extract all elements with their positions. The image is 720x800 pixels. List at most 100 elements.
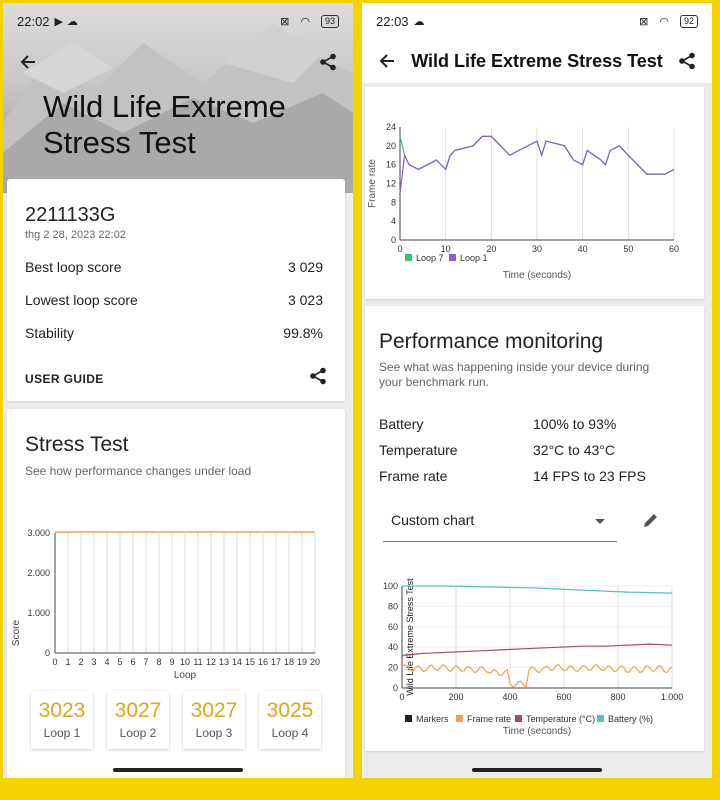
x-tick-label: 20 xyxy=(310,657,320,667)
y-tick-label: 20 xyxy=(388,663,398,673)
loop-tile[interactable]: 3025 Loop 4 xyxy=(259,691,321,749)
status-time: 22:03 xyxy=(376,13,409,29)
y-tick-label: 20 xyxy=(386,141,396,151)
y-tick-label: 100 xyxy=(383,581,398,591)
y-tick-label: 1.000 xyxy=(27,608,50,618)
share-icon xyxy=(310,367,326,385)
y-tick-label: 8 xyxy=(391,197,396,207)
stat-label: Stability xyxy=(25,325,75,341)
edit-chart-button[interactable] xyxy=(641,510,661,535)
x-tick-label: 2 xyxy=(78,657,83,667)
status-bar: 22:03 ☁ ⊠ ◠ 92 xyxy=(362,3,712,39)
x-tick-label: 1 xyxy=(65,657,70,667)
legend-swatch xyxy=(456,715,463,722)
youtube-icon: ▶ xyxy=(54,15,64,28)
loop-label: Loop 4 xyxy=(271,726,309,740)
device-result-card: 2211133G thg 2 28, 2023 22:02 Best loop … xyxy=(7,179,345,401)
wifi-icon: ◠ xyxy=(300,15,310,28)
battery-row: Battery 100% to 93% xyxy=(379,416,679,432)
back-button[interactable] xyxy=(13,47,43,77)
x-tick-label: 11 xyxy=(193,657,202,667)
back-button[interactable] xyxy=(372,46,402,76)
y-tick-label: 12 xyxy=(386,179,396,189)
x-tick-label: 5 xyxy=(117,657,122,667)
legend-label: Loop 7 xyxy=(416,253,444,263)
performance-card: Performance monitoring See what was happ… xyxy=(365,306,704,751)
loop-tile[interactable]: 3027 Loop 3 xyxy=(183,691,245,749)
dropdown-arrow-icon xyxy=(595,519,605,524)
x-tick-label: 4 xyxy=(104,657,109,667)
x-tick-label: 400 xyxy=(502,692,517,702)
x-tick-label: 6 xyxy=(130,657,135,667)
loop-score: 3025 xyxy=(266,699,314,722)
x-tick-label: 0 xyxy=(52,657,57,667)
frame-rate-card: 0 10 20 30 40 50 60 0 4 8 12 16 20 24 Time (seconds) Fr… xyxy=(365,87,704,299)
x-tick-label: 10 xyxy=(180,657,190,667)
y-tick-label: 0 xyxy=(393,683,398,693)
sim-icon: ⊠ xyxy=(639,15,649,28)
temperature-row: Temperature 32°C to 43°C xyxy=(379,442,679,458)
score-chart: 0 1 2 3 4 5 6 7 8 9 10 11 12 13 14 15 16 17 18 19 2001.0002.… xyxy=(11,528,320,681)
y-tick-label: 0 xyxy=(45,648,50,658)
y-axis-label: Score xyxy=(11,620,22,647)
monitoring-series-line xyxy=(402,585,673,594)
perf-label: Temperature xyxy=(379,442,458,458)
frame-rate-series-line xyxy=(399,135,675,193)
y-tick-label: 40 xyxy=(388,642,398,652)
x-tick-label: 0 xyxy=(399,692,404,702)
app-bar xyxy=(3,41,353,83)
gesture-nav-bar[interactable] xyxy=(472,768,602,772)
y-tick-label: 60 xyxy=(388,622,398,632)
y-axis-label: Wild Life Extreme Stress Test xyxy=(405,578,415,696)
y-tick-label: 4 xyxy=(391,216,396,226)
best-loop-row: Best loop score 3 029 xyxy=(25,259,323,275)
stability-row: Stability 99.8% xyxy=(25,325,323,341)
performance-title: Performance monitoring xyxy=(379,330,604,353)
x-tick-label: 40 xyxy=(578,244,588,254)
loop-label: Loop 2 xyxy=(119,726,157,740)
share-button[interactable] xyxy=(313,47,343,77)
user-guide-link[interactable]: USER GUIDE xyxy=(25,372,104,386)
left-phone-screen: 22:02 ▶ ☁ ⊠ ◠ 93 Wild Life Extreme Stres… xyxy=(3,3,353,778)
x-tick-label: 8 xyxy=(156,657,161,667)
gesture-nav-bar[interactable] xyxy=(113,768,243,772)
stat-value: 3 023 xyxy=(287,292,323,308)
stat-value: 3 029 xyxy=(287,259,323,275)
y-tick-label: 0 xyxy=(391,235,396,245)
y-tick-label: 24 xyxy=(386,122,396,132)
loop-tile[interactable]: 3027 Loop 2 xyxy=(107,691,169,749)
x-tick-label: 16 xyxy=(258,657,268,667)
hero-background xyxy=(3,3,353,193)
x-tick-label: 15 xyxy=(245,657,255,667)
cloud-icon: ☁ xyxy=(413,15,425,28)
x-tick-label: 13 xyxy=(219,657,229,667)
legend-swatch xyxy=(597,715,604,722)
perf-label: Frame rate xyxy=(379,468,448,484)
chart-select[interactable]: Custom chart xyxy=(383,506,617,542)
x-tick-label: 9 xyxy=(169,657,174,667)
legend-label: Loop 1 xyxy=(460,253,488,263)
frame-rate-chart: 0 10 20 30 40 50 60 0 4 8 12 16 20 24 Time (seconds) Fr… xyxy=(367,122,679,281)
loop-score: 3023 xyxy=(38,699,86,722)
cloud-icon: ☁ xyxy=(67,15,79,28)
x-tick-label: 30 xyxy=(532,244,542,254)
x-tick-label: 50 xyxy=(623,244,633,254)
share-icon xyxy=(320,53,336,71)
x-tick-label: 60 xyxy=(669,244,679,254)
share-result-button[interactable] xyxy=(309,367,327,390)
y-tick-label: 3.000 xyxy=(27,528,50,538)
x-tick-label: 10 xyxy=(441,244,451,254)
x-tick-label: 200 xyxy=(448,692,463,702)
wifi-icon: ◠ xyxy=(659,15,669,28)
stat-value: 99.8% xyxy=(283,325,323,341)
back-arrow-icon xyxy=(20,55,35,69)
loop-label: Loop 1 xyxy=(43,726,81,740)
y-tick-label: 80 xyxy=(388,601,398,611)
share-button[interactable] xyxy=(672,46,702,76)
x-tick-label: 18 xyxy=(284,657,294,667)
loop-tile[interactable]: 3023 Loop 1 xyxy=(31,691,93,749)
x-axis-label: Time (seconds) xyxy=(503,726,572,737)
legend-label: Temperature (°C) xyxy=(526,714,595,724)
legend-swatch xyxy=(405,715,412,722)
legend-label: Markers xyxy=(416,714,449,724)
